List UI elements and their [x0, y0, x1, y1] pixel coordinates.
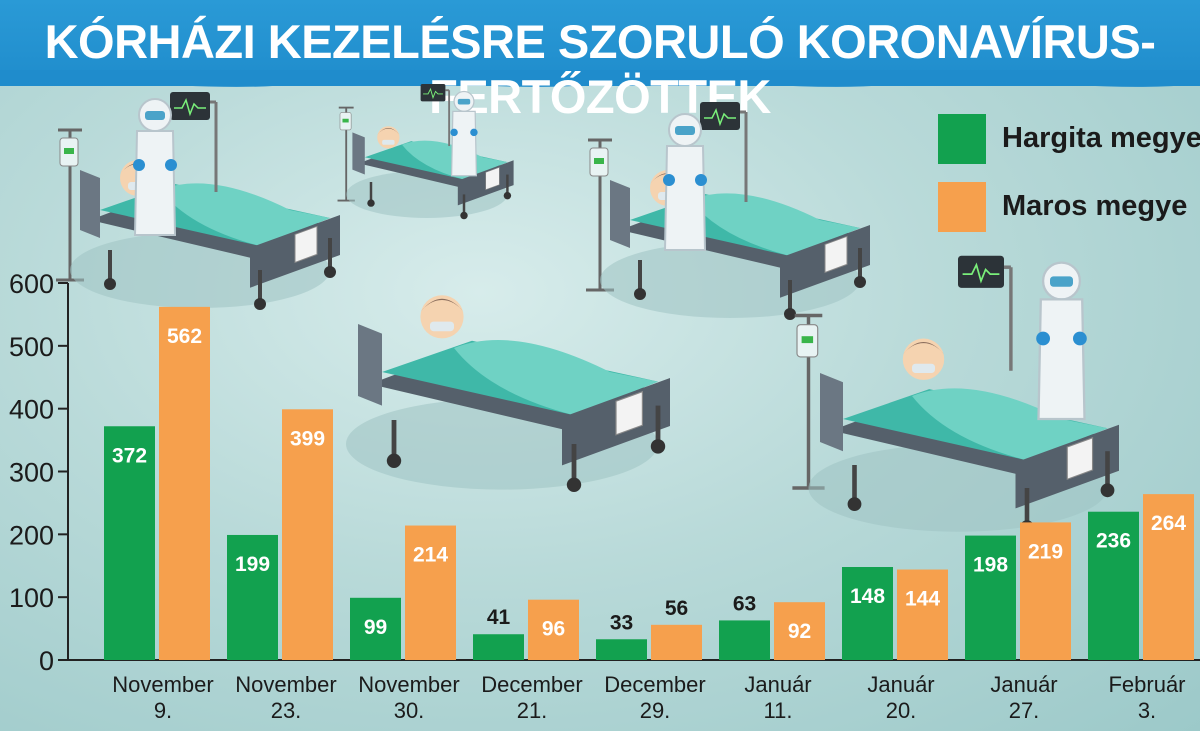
data-label: 198	[973, 554, 1008, 577]
x-tick-label: Február	[1108, 672, 1185, 697]
bar-maros	[774, 602, 825, 660]
bar-hargita	[104, 426, 155, 660]
bar-maros	[1020, 522, 1071, 660]
data-label: 144	[905, 588, 940, 611]
x-tick-label: December	[481, 672, 582, 697]
x-tick-label: 27.	[1009, 698, 1040, 723]
x-tick-label: 21.	[517, 698, 548, 723]
bar-hargita	[473, 634, 524, 660]
x-tick-label: Január	[867, 672, 934, 697]
y-tick-label: 300	[9, 458, 54, 488]
x-tick-label: Január	[990, 672, 1057, 697]
x-tick-label: 29.	[640, 698, 671, 723]
x-tick-label: 30.	[394, 698, 425, 723]
title-banner-wave	[0, 70, 1200, 87]
y-tick-label: 0	[39, 646, 54, 676]
bar-maros	[897, 569, 948, 660]
data-label: 399	[290, 427, 325, 450]
x-tick-label: Január	[744, 672, 811, 697]
data-label: 214	[413, 544, 448, 567]
legend-item-hargita: Hargita megye	[938, 114, 1200, 164]
bar-hargita	[227, 534, 278, 660]
bar-maros	[159, 306, 210, 660]
data-label: 264	[1151, 512, 1186, 535]
bar-hargita	[350, 597, 401, 660]
y-tick-label: 100	[9, 583, 54, 613]
x-tick-label: 20.	[886, 698, 917, 723]
data-label: 236	[1096, 530, 1131, 553]
data-label: 372	[112, 444, 147, 467]
bar-maros	[1143, 494, 1194, 660]
legend-swatch-maros	[938, 182, 986, 232]
data-label: 199	[235, 553, 270, 576]
x-tick-label: 23.	[271, 698, 302, 723]
data-label: 56	[665, 597, 688, 620]
x-tick-label: November	[235, 672, 336, 697]
legend-label-hargita: Hargita megye	[1002, 122, 1200, 154]
bar-hargita	[1088, 511, 1139, 660]
x-tick-label: December	[604, 672, 705, 697]
page-title: KÓRHÁZI KEZELÉSRE SZORULÓ KORONAVÍRUS-FE…	[44, 15, 1156, 123]
bar-maros	[651, 624, 702, 660]
data-label: 96	[542, 618, 565, 641]
x-tick-label: 9.	[154, 698, 172, 723]
y-tick-label: 500	[9, 332, 54, 362]
bar-hargita	[842, 567, 893, 660]
legend-label-maros: Maros megye	[1002, 190, 1188, 222]
y-tick-label: 400	[9, 395, 54, 425]
bar-hargita	[965, 535, 1016, 660]
data-label: 99	[364, 616, 387, 639]
data-label: 41	[487, 606, 511, 629]
y-tick-label: 200	[9, 520, 54, 550]
bar-maros	[405, 525, 456, 660]
x-tick-label: 3.	[1138, 698, 1156, 723]
data-label: 148	[850, 585, 885, 608]
bar-hargita	[719, 620, 770, 660]
legend-swatch-hargita	[938, 114, 986, 164]
x-tick-label: 11.	[764, 698, 793, 723]
legend-item-maros: Maros megye	[938, 182, 1200, 232]
data-label: 92	[788, 620, 811, 643]
data-label: 33	[610, 611, 633, 634]
bar-maros	[528, 599, 579, 660]
x-tick-label: November	[112, 672, 213, 697]
x-tick-label: November	[358, 672, 459, 697]
data-label: 63	[733, 592, 756, 615]
y-tick-label: 600	[9, 269, 54, 299]
data-label: 219	[1028, 540, 1063, 563]
bar-hargita	[596, 639, 647, 660]
data-label: 562	[167, 325, 202, 348]
bar-maros	[282, 409, 333, 660]
